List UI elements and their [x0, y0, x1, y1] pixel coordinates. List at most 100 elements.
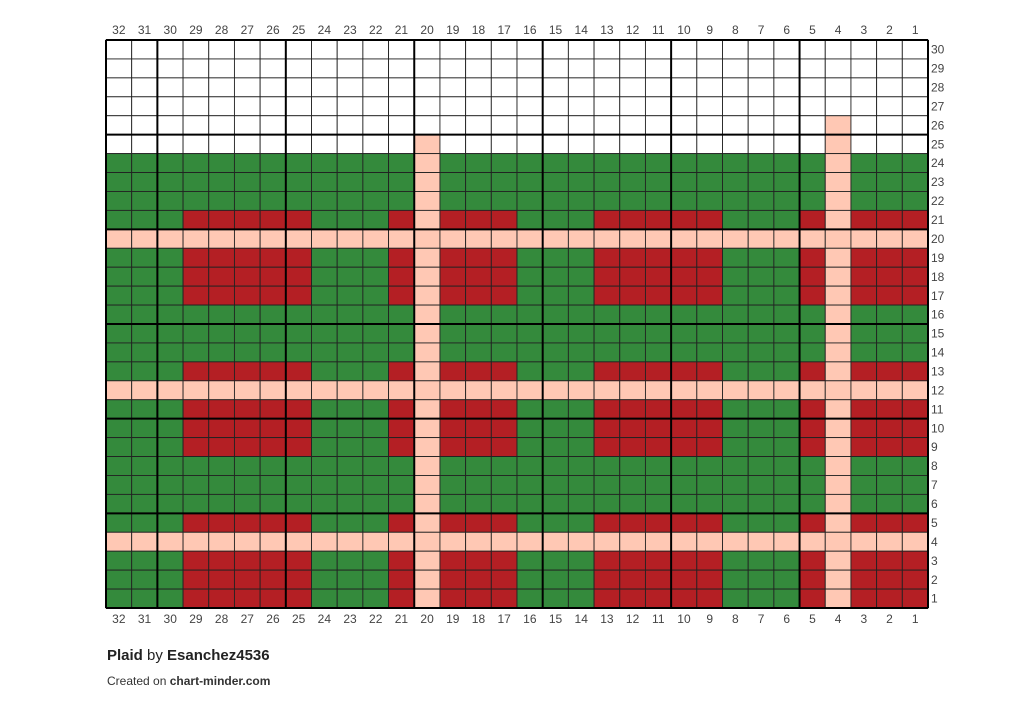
cell: [182, 323, 210, 344]
cell: [722, 437, 749, 457]
cell: [439, 247, 467, 268]
cell: [465, 228, 492, 249]
cell: [259, 285, 287, 306]
cell: [362, 531, 390, 552]
cell: [182, 172, 210, 192]
cell: [182, 418, 210, 439]
cell: [465, 191, 492, 211]
cell: [747, 304, 775, 325]
cell: [696, 209, 723, 230]
cell: [850, 304, 878, 325]
cell: [696, 437, 723, 457]
cell: [567, 285, 595, 306]
cell: [156, 247, 184, 268]
cell: [542, 550, 569, 571]
cell: [824, 531, 852, 552]
cell: [670, 380, 698, 401]
cell: [233, 550, 261, 571]
cell: [208, 228, 235, 249]
cell: [131, 58, 158, 79]
cell: [567, 569, 595, 590]
cell: [876, 550, 903, 571]
cell: [567, 77, 595, 98]
cell: [285, 493, 312, 514]
pattern-title: Plaid: [107, 647, 143, 664]
cell: [850, 228, 878, 249]
cell: [362, 285, 390, 306]
cell: [259, 209, 287, 230]
cell: [876, 418, 903, 439]
cell: [336, 323, 364, 344]
cell: [311, 437, 338, 457]
cell: [156, 39, 184, 60]
cell: [233, 209, 261, 230]
cell: [336, 512, 364, 533]
cell: [670, 285, 698, 306]
cell: [208, 285, 235, 306]
cell: [696, 588, 723, 609]
row-label: 13: [931, 365, 945, 379]
cell: [413, 399, 441, 420]
cell: [182, 191, 210, 211]
row-label: 14: [931, 346, 945, 360]
cell: [182, 115, 210, 136]
cell: [593, 569, 621, 590]
cell: [362, 512, 390, 533]
cell: [208, 134, 235, 155]
cell: [336, 588, 364, 609]
cell: [388, 96, 415, 117]
cell: [413, 172, 441, 192]
cell: [593, 247, 621, 268]
cell: [799, 191, 826, 211]
cell: [696, 380, 723, 401]
cell: [876, 266, 903, 287]
cell: [439, 228, 467, 249]
cell: [644, 134, 672, 155]
cell: [542, 172, 569, 192]
cell: [182, 285, 210, 306]
column-label: 20: [420, 23, 434, 37]
cell: [208, 266, 235, 287]
cell: [516, 304, 544, 325]
cell: [439, 58, 467, 79]
cell: [619, 191, 646, 211]
cell: [490, 531, 518, 552]
cell: [259, 153, 287, 173]
cell: [388, 266, 415, 287]
cell: [593, 304, 621, 325]
cell: [619, 456, 646, 476]
cell: [722, 493, 749, 514]
cell: [311, 58, 338, 79]
cell: [747, 361, 775, 382]
cell: [773, 77, 801, 98]
cell: [747, 569, 775, 590]
cell: [233, 247, 261, 268]
row-label: 7: [931, 478, 938, 492]
cell: [824, 456, 852, 476]
author[interactable]: Esanchez4536: [167, 647, 270, 664]
cell: [311, 493, 338, 514]
cell: [567, 399, 595, 420]
cell: [439, 266, 467, 287]
cell: [208, 361, 235, 382]
cell: [413, 266, 441, 287]
cell: [439, 493, 467, 514]
cell: [542, 191, 569, 211]
column-label: 32: [112, 23, 126, 37]
cell: [644, 380, 672, 401]
cell: [156, 380, 184, 401]
cell: [208, 191, 235, 211]
cell: [388, 475, 415, 495]
cell: [747, 96, 775, 117]
cell: [233, 266, 261, 287]
cell: [876, 172, 903, 192]
cell: [773, 437, 801, 457]
cell: [542, 531, 569, 552]
cell: [876, 380, 903, 401]
cell: [311, 475, 338, 495]
site-link[interactable]: chart-minder.com: [169, 674, 271, 688]
cell: [388, 77, 415, 98]
cell: [311, 569, 338, 590]
column-label: 11: [652, 612, 665, 626]
cell: [131, 531, 158, 552]
